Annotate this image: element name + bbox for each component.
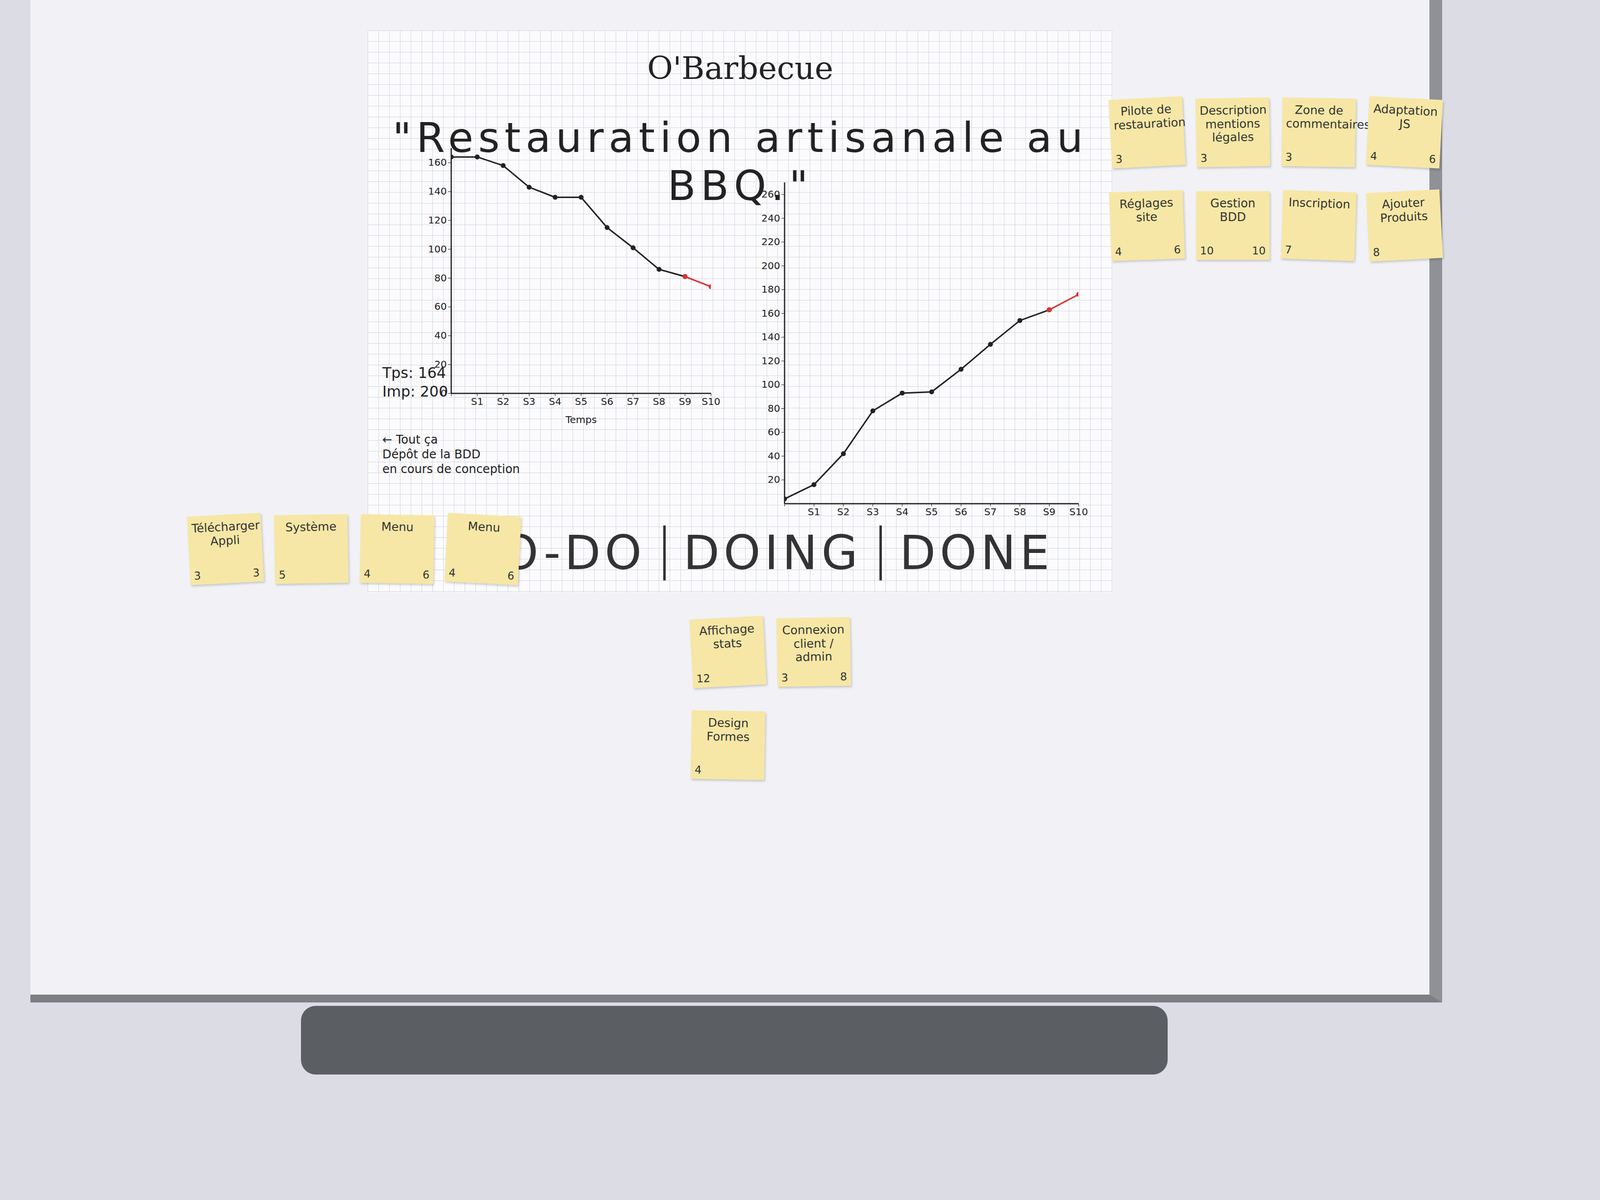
svg-text:200: 200 xyxy=(761,259,780,272)
svg-text:S5: S5 xyxy=(925,505,938,518)
svg-text:S4: S4 xyxy=(549,395,562,408)
svg-text:Temps: Temps xyxy=(565,413,598,426)
svg-text:180: 180 xyxy=(761,283,780,296)
svg-text:140: 140 xyxy=(761,330,780,343)
svg-text:S1: S1 xyxy=(807,505,821,518)
svg-text:S7: S7 xyxy=(984,505,997,518)
svg-text:S9: S9 xyxy=(1043,505,1056,518)
svg-text:60: 60 xyxy=(767,425,780,438)
svg-text:60: 60 xyxy=(434,300,447,313)
svg-text:160: 160 xyxy=(761,307,780,320)
svg-text:S1: S1 xyxy=(471,395,484,408)
svg-text:220: 220 xyxy=(761,235,780,248)
svg-text:S10: S10 xyxy=(1069,505,1088,518)
svg-text:40: 40 xyxy=(434,329,447,342)
svg-text:S8: S8 xyxy=(1013,505,1026,518)
svg-text:S7: S7 xyxy=(626,395,640,408)
svg-text:140: 140 xyxy=(427,185,447,198)
svg-text:S4: S4 xyxy=(896,505,909,518)
svg-text:S6: S6 xyxy=(600,395,614,408)
svg-text:S3: S3 xyxy=(866,505,879,518)
svg-text:20: 20 xyxy=(767,473,780,486)
svg-text:S2: S2 xyxy=(497,395,510,408)
svg-text:160: 160 xyxy=(427,156,447,169)
svg-text:240: 240 xyxy=(761,212,780,225)
svg-text:100: 100 xyxy=(427,243,447,255)
svg-text:S3: S3 xyxy=(523,395,536,408)
svg-text:80: 80 xyxy=(767,402,780,415)
svg-text:S6: S6 xyxy=(954,505,968,518)
svg-text:S2: S2 xyxy=(837,505,850,518)
svg-text:S9: S9 xyxy=(678,395,692,408)
svg-text:S10: S10 xyxy=(701,395,721,408)
svg-text:S5: S5 xyxy=(575,395,588,408)
svg-text:100: 100 xyxy=(761,378,780,391)
svg-text:120: 120 xyxy=(761,354,780,367)
svg-text:20: 20 xyxy=(434,358,447,371)
svg-text:260: 260 xyxy=(761,188,780,200)
svg-text:0: 0 xyxy=(440,387,448,400)
svg-text:80: 80 xyxy=(434,272,447,284)
svg-text:120: 120 xyxy=(427,214,447,226)
svg-text:S8: S8 xyxy=(652,395,666,408)
svg-text:40: 40 xyxy=(767,450,780,462)
